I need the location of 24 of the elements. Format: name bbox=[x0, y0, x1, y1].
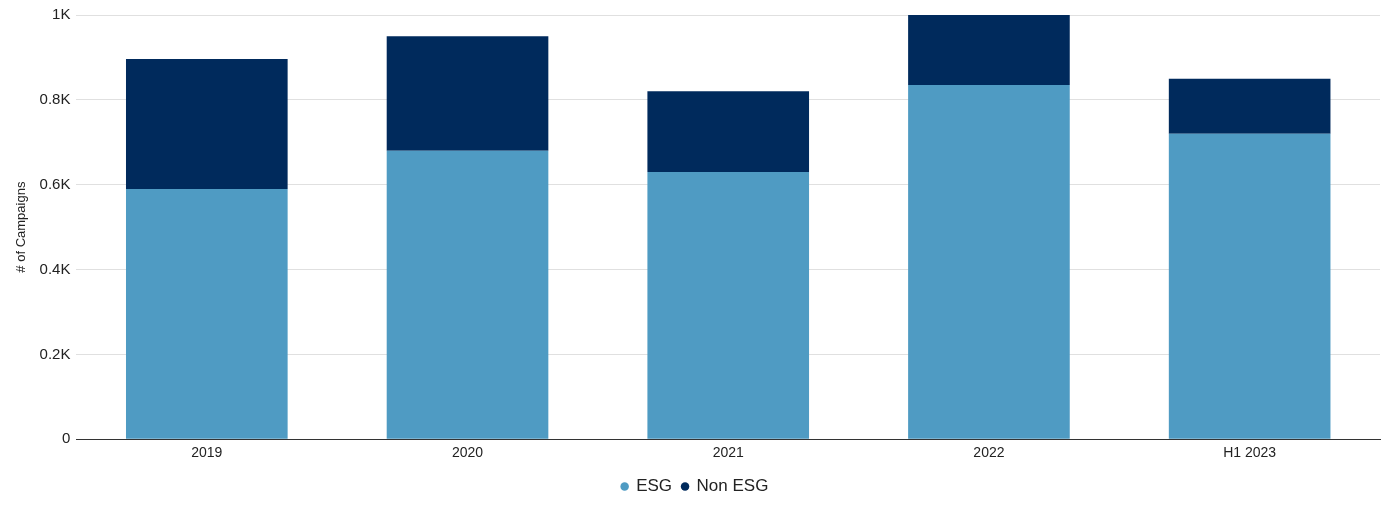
x-tick-label: 2022 bbox=[973, 444, 1005, 461]
x-tick-label: 2021 bbox=[712, 444, 745, 461]
y-tick-label: 0.6K bbox=[39, 174, 71, 192]
y-axis-title: # of Campaigns bbox=[13, 181, 29, 273]
x-tick-label: H1 2023 bbox=[1223, 444, 1277, 461]
y-tick-label: 0.2K bbox=[39, 344, 71, 362]
legend-label: Non ESG bbox=[696, 476, 769, 496]
bar bbox=[908, 15, 1070, 85]
bar bbox=[1168, 78, 1331, 134]
legend-label: ESG bbox=[636, 476, 673, 496]
y-tick-label: 1K bbox=[52, 5, 71, 23]
bar bbox=[386, 150, 549, 439]
y-tick-label: 0.8K bbox=[39, 89, 71, 107]
y-tick-label: 0 bbox=[62, 429, 71, 447]
bar bbox=[125, 59, 288, 189]
x-tick-label: 2020 bbox=[451, 444, 484, 461]
y-tick-label: 0.4K bbox=[39, 259, 71, 277]
bar bbox=[125, 188, 288, 439]
bar bbox=[386, 36, 549, 151]
bar bbox=[647, 171, 810, 439]
x-tick-label: 2019 bbox=[191, 444, 223, 461]
bar bbox=[1168, 133, 1331, 439]
bar bbox=[908, 84, 1070, 439]
bar bbox=[647, 91, 810, 172]
